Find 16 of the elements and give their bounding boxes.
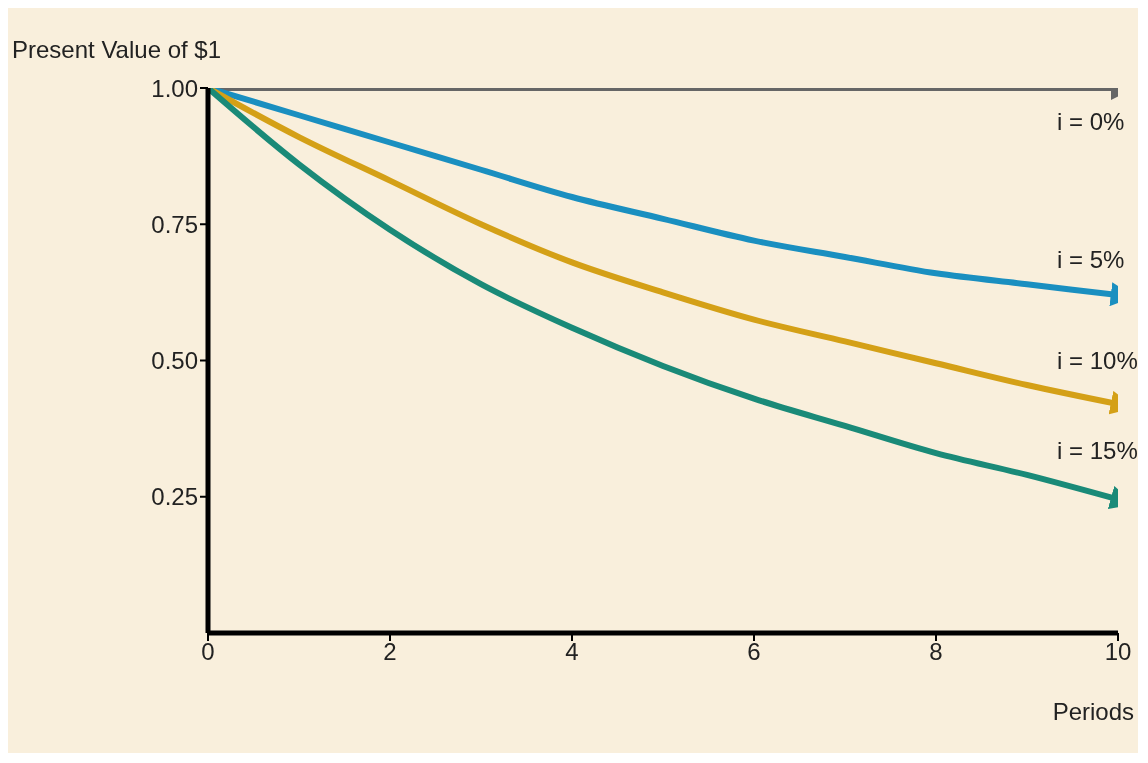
series-label: i = 0% (1057, 108, 1125, 135)
y-axis-title: Present Value of $1 (12, 36, 222, 64)
series-label: i = 15% (1057, 436, 1138, 464)
y-tick-label: 0.75 (151, 210, 198, 238)
y-tick-label: 0.25 (151, 483, 198, 511)
x-tick-label: 2 (383, 638, 397, 666)
x-tick-label: 0 (201, 638, 215, 666)
y-tick-label: 1.00 (151, 74, 198, 102)
series-label: i = 10% (1057, 347, 1138, 375)
x-tick-label: 8 (929, 638, 943, 666)
x-tick-label: 10 (1104, 638, 1132, 666)
series-label: i = 5% (1057, 246, 1125, 274)
y-tick-label: 0.50 (151, 347, 198, 375)
x-tick-label: 6 (747, 638, 761, 666)
x-tick-label: 4 (565, 638, 579, 666)
x-axis-title: Periods (1052, 698, 1134, 726)
